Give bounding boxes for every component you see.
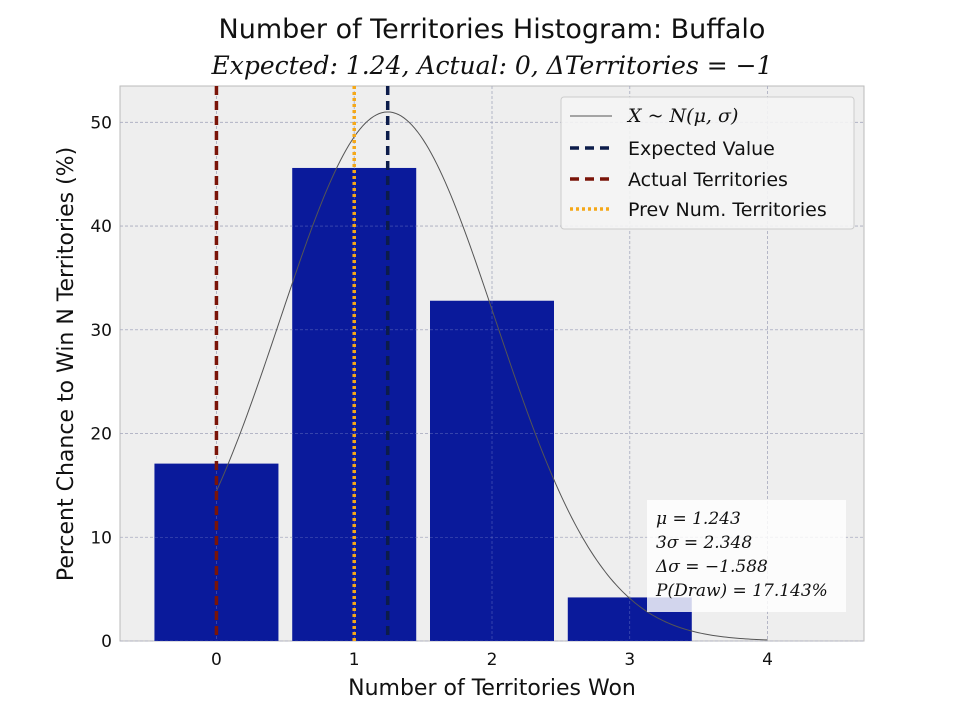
y-tick-label: 0: [101, 632, 112, 652]
x-tick-label: 0: [211, 650, 222, 670]
legend-label-prev: Prev Num. Territories: [628, 199, 827, 221]
chart-title: Number of Territories Histogram: Buffalo: [219, 14, 766, 45]
legend: X ~ N(μ, σ) Expected Value Actual Territ…: [560, 96, 855, 230]
x-axis-label: Number of Territories Won: [348, 676, 636, 701]
stats-three-sigma: 3σ = 2.348: [656, 533, 752, 553]
normal-curve: [215, 111, 768, 641]
legend-label-actual: Actual Territories: [628, 169, 788, 191]
stats-mu: μ = 1.243: [656, 509, 741, 529]
legend-label-curve: X ~ N(μ, σ): [626, 105, 738, 127]
stats-box: μ = 1.243 3σ = 2.348 Δσ = −1.588 P(Draw)…: [647, 500, 846, 612]
chart-subtitle: Expected: 1.24, Actual: 0, ΔTerritories …: [210, 51, 772, 80]
x-tick-label: 2: [487, 650, 498, 670]
x-tick-label: 3: [624, 650, 635, 670]
axis-ticks: 0 10 20 30 40 50 0 1 2 3 4: [90, 113, 773, 670]
y-axis-label: Percent Chance to Win N Territories (%): [54, 147, 79, 581]
y-tick-label: 40: [90, 217, 112, 237]
legend-box: [560, 96, 855, 230]
legend-label-expected: Expected Value: [628, 138, 775, 160]
vertical-lines: [214, 86, 390, 641]
stats-delta-sigma: Δσ = −1.588: [655, 557, 768, 577]
stats-box-background: [647, 500, 846, 612]
x-tick-label: 4: [762, 650, 773, 670]
y-tick-label: 50: [90, 113, 112, 133]
y-tick-label: 20: [90, 425, 112, 445]
stats-p-draw: P(Draw) = 17.143%: [655, 581, 828, 601]
y-tick-label: 30: [90, 321, 112, 341]
y-tick-label: 10: [90, 528, 112, 548]
x-tick-label: 1: [349, 650, 360, 670]
